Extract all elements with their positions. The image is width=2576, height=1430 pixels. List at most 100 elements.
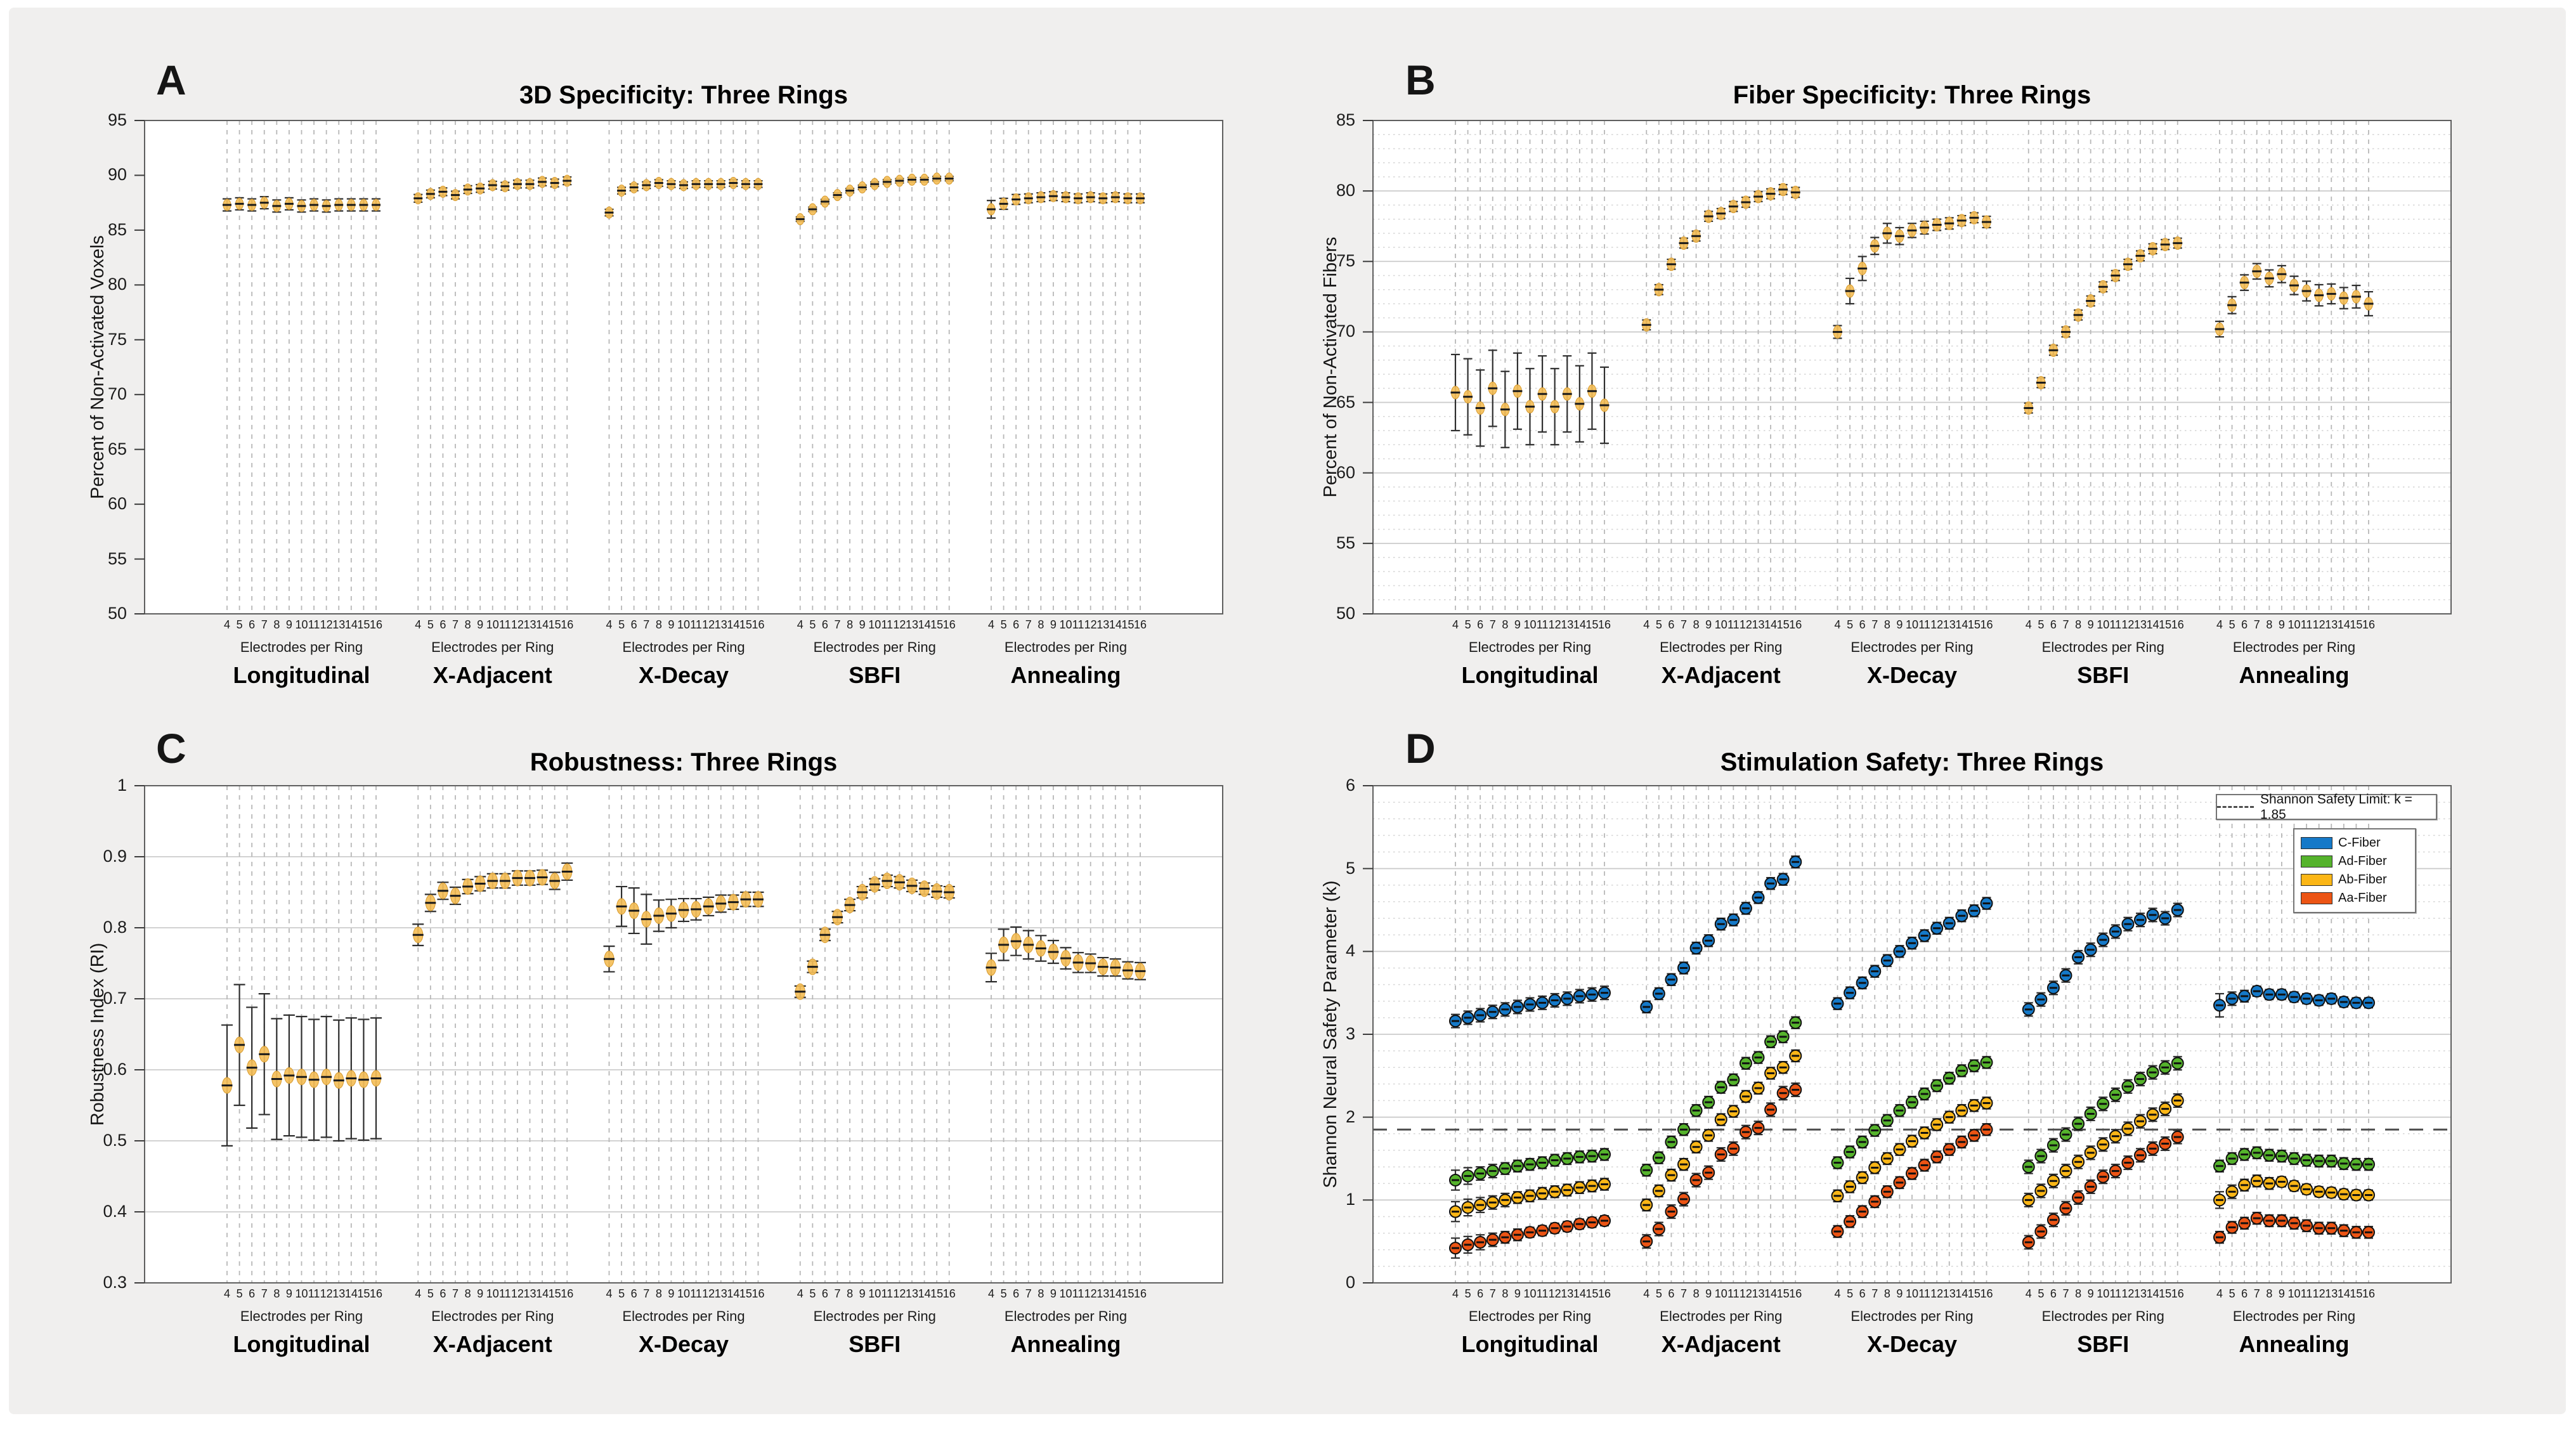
panel-b-title: Fiber Specificity: Three Rings bbox=[1733, 81, 2091, 109]
panel-c-letter: C bbox=[156, 725, 187, 772]
x-tick-label: 13 bbox=[2325, 1287, 2338, 1300]
x-tick-label: 7 bbox=[2253, 1287, 2260, 1300]
x-tick-label: 7 bbox=[1489, 1287, 1496, 1300]
x-tick-label: 11 bbox=[881, 618, 894, 631]
x-tick-label: 15 bbox=[2350, 618, 2363, 631]
x-tick-label: 10 bbox=[868, 618, 881, 631]
x-tick-label: 8 bbox=[847, 618, 854, 631]
x-tick-label: 6 bbox=[1668, 618, 1675, 631]
x-tick-label: 8 bbox=[1038, 618, 1044, 631]
x-tick-label: 6 bbox=[249, 1287, 256, 1300]
x-tick-label: 8 bbox=[273, 1287, 280, 1300]
ad-fiber-swatch bbox=[2301, 855, 2332, 868]
x-tick-label: 15 bbox=[1585, 1287, 1599, 1300]
x-tick-label: 4 bbox=[1834, 1287, 1841, 1300]
panel-d-letter: D bbox=[1405, 725, 1436, 772]
x-tick-label: 13 bbox=[1752, 618, 1765, 631]
x-axis-label: Electrodes per Ring bbox=[1851, 1308, 1974, 1324]
y-tick-label: 80 bbox=[1336, 181, 1355, 200]
x-tick-label: 14 bbox=[1764, 618, 1778, 631]
x-tick-label: 8 bbox=[1038, 1287, 1044, 1300]
x-tick-label: 16 bbox=[1597, 1287, 1611, 1300]
x-tick-label: 11 bbox=[1918, 1287, 1930, 1300]
x-axis-label: Electrodes per Ring bbox=[1004, 1308, 1128, 1324]
x-tick-label: 14 bbox=[2146, 1287, 2159, 1300]
x-tick-label: 7 bbox=[834, 618, 841, 631]
x-tick-label: 10 bbox=[486, 1287, 499, 1300]
group-label-sbfi: SBFI bbox=[849, 1331, 901, 1357]
x-tick-label: 10 bbox=[2287, 1287, 2301, 1300]
x-tick-label: 5 bbox=[236, 1287, 243, 1300]
x-tick-label: 7 bbox=[643, 1287, 650, 1300]
x-tick-label: 11 bbox=[2300, 1287, 2313, 1300]
x-tick-label: 9 bbox=[477, 1287, 484, 1300]
panel-a-ylabel: Percent of Non-Activated Voxels bbox=[88, 235, 108, 499]
x-axis-label: Electrodes per Ring bbox=[1468, 1308, 1592, 1324]
x-tick-label: 8 bbox=[2266, 618, 2273, 631]
x-tick-label: 7 bbox=[1680, 618, 1687, 631]
x-tick-label: 16 bbox=[2171, 1287, 2184, 1300]
x-axis-label: Electrodes per Ring bbox=[2232, 639, 2356, 655]
x-tick-label: 5 bbox=[2228, 1287, 2235, 1300]
x-tick-label: 9 bbox=[1050, 1287, 1057, 1300]
x-tick-label: 12 bbox=[1739, 618, 1752, 631]
x-tick-label: 14 bbox=[918, 1287, 931, 1300]
x-tick-label: 11 bbox=[308, 618, 320, 631]
x-tick-label: 7 bbox=[1871, 618, 1878, 631]
x-tick-label: 11 bbox=[690, 618, 702, 631]
x-tick-label: 13 bbox=[2325, 618, 2338, 631]
x-tick-label: 7 bbox=[1025, 618, 1032, 631]
x-tick-label: 15 bbox=[357, 1287, 370, 1300]
x-tick-label: 4 bbox=[1452, 1287, 1459, 1300]
x-tick-label: 6 bbox=[1859, 1287, 1866, 1300]
x-tick-label: 5 bbox=[809, 618, 816, 631]
x-tick-label: 7 bbox=[1871, 1287, 1878, 1300]
x-tick-label: 16 bbox=[942, 618, 956, 631]
x-tick-label: 4 bbox=[1452, 618, 1459, 631]
x-tick-label: 16 bbox=[1980, 618, 1993, 631]
group-label-sbfi: SBFI bbox=[2077, 662, 2130, 688]
x-tick-label: 12 bbox=[2121, 618, 2135, 631]
panel-a-plot bbox=[134, 120, 1223, 614]
x-tick-label: 13 bbox=[2133, 1287, 2147, 1300]
group-label-x-adjacent: X-Adjacent bbox=[1661, 1331, 1781, 1357]
x-tick-label: 14 bbox=[918, 618, 931, 631]
x-tick-label: 4 bbox=[987, 618, 994, 631]
x-tick-label: 5 bbox=[236, 618, 243, 631]
x-tick-label: 15 bbox=[357, 618, 370, 631]
y-tick-label: 0.8 bbox=[103, 918, 127, 937]
y-tick-label: 4 bbox=[1345, 941, 1355, 961]
x-tick-label: 15 bbox=[1967, 1287, 1981, 1300]
x-axis-label: Electrodes per Ring bbox=[1468, 639, 1592, 655]
dashed-line-sample bbox=[2217, 806, 2254, 808]
group-label-longitudinal: Longitudinal bbox=[1461, 662, 1599, 688]
x-tick-label: 12 bbox=[2312, 618, 2326, 631]
y-tick-label: 90 bbox=[107, 165, 127, 185]
shannon-safety-legend: Shannon Safety Limit: k = 1.85 bbox=[2216, 792, 2437, 822]
x-tick-label: 10 bbox=[868, 1287, 881, 1300]
x-tick-label: 6 bbox=[2050, 618, 2057, 631]
x-axis-label: Electrodes per Ring bbox=[431, 1308, 554, 1324]
x-tick-label: 5 bbox=[1847, 618, 1854, 631]
x-tick-label: 4 bbox=[2216, 618, 2223, 631]
x-tick-label: 8 bbox=[1693, 618, 1700, 631]
x-tick-label: 7 bbox=[834, 1287, 841, 1300]
x-tick-label: 10 bbox=[1714, 618, 1727, 631]
y-tick-label: 70 bbox=[107, 384, 127, 404]
x-tick-label: 16 bbox=[1789, 1287, 1802, 1300]
y-tick-label: 60 bbox=[1336, 462, 1355, 482]
x-tick-label: 8 bbox=[2266, 1287, 2273, 1300]
y-tick-label: 70 bbox=[1336, 322, 1355, 341]
x-tick-label: 4 bbox=[797, 618, 803, 631]
x-tick-label: 8 bbox=[464, 618, 471, 631]
x-tick-label: 12 bbox=[1930, 618, 1944, 631]
y-tick-label: 55 bbox=[1336, 533, 1355, 552]
group-label-longitudinal: Longitudinal bbox=[1461, 1331, 1599, 1357]
y-tick-label: 80 bbox=[107, 275, 127, 294]
y-tick-label: 6 bbox=[1345, 776, 1355, 795]
x-tick-label: 6 bbox=[1859, 618, 1866, 631]
x-tick-label: 5 bbox=[1655, 1287, 1662, 1300]
x-axis-label: Electrodes per Ring bbox=[1660, 1308, 1783, 1324]
x-tick-label: 9 bbox=[668, 618, 675, 631]
x-tick-label: 10 bbox=[677, 1287, 691, 1300]
